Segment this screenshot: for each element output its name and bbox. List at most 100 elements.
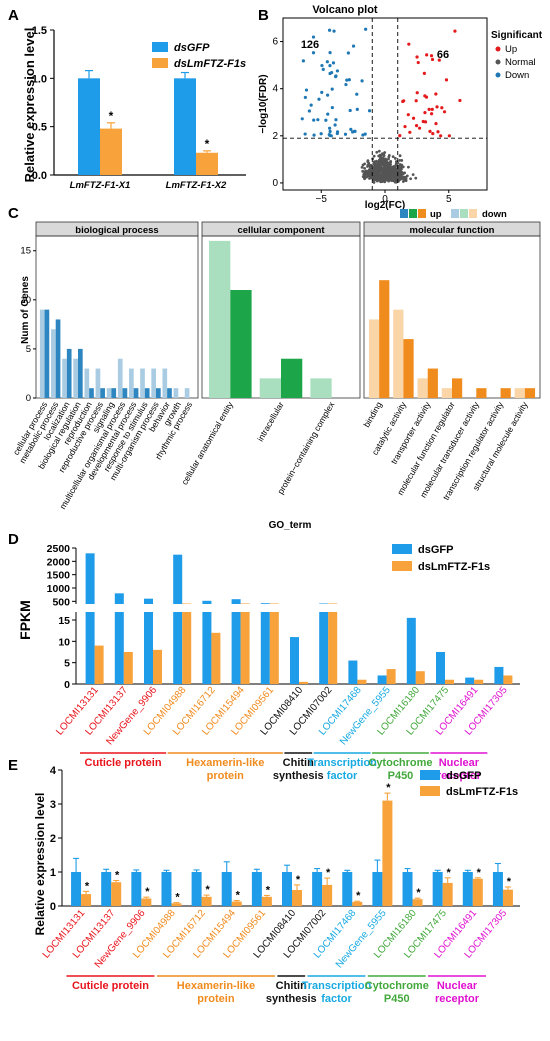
panel-d-ytick-label-lower: 15 <box>58 615 70 627</box>
panel-d-group-label: Cuticle protein <box>85 757 162 769</box>
panel-d-bar-upper-part <box>240 603 250 604</box>
panel-d-bar <box>123 652 133 684</box>
volcano-point-normal <box>398 154 402 158</box>
volcano-point-normal <box>360 165 364 169</box>
volcano-point-normal <box>387 155 391 159</box>
panel-a-significance: * <box>109 109 114 123</box>
panel-d-bar-lower-part <box>202 612 212 684</box>
volcano-point-up <box>414 124 419 128</box>
panel-e-bar <box>342 872 353 906</box>
volcano-point-up <box>440 106 444 110</box>
panel-e-group-label: Nuclear <box>437 980 478 992</box>
panel-e-bar <box>171 903 182 906</box>
volcano-point-down <box>316 118 320 122</box>
panel-d-bar <box>503 675 513 684</box>
panel-e-bar <box>101 872 112 906</box>
panel-e-bar <box>502 889 513 906</box>
volcano-point-up <box>435 105 439 109</box>
panel-d-group-label: Hexamerin-like <box>186 757 264 769</box>
panel-a-significance: * <box>205 137 210 151</box>
panel-e-significance: * <box>175 892 180 904</box>
panel-d-ytick-label-lower: 10 <box>58 636 70 648</box>
panel-d-bar <box>445 679 454 684</box>
volcano-point-normal <box>404 177 408 180</box>
volcano-point-up <box>447 134 451 138</box>
panel-b-ytick-label: 0 <box>272 178 278 189</box>
volcano-point-down <box>347 78 351 82</box>
volcano-point-up <box>423 111 427 115</box>
volcano-point-up <box>401 99 405 104</box>
volcano-point-normal <box>394 172 398 176</box>
volcano-point-down <box>326 112 330 116</box>
volcano-point-normal <box>405 174 409 178</box>
panel-d-bar <box>211 632 221 684</box>
volcano-point-up <box>408 130 412 134</box>
volcano-point-up <box>430 107 434 111</box>
panel-c-bar-down <box>106 388 112 398</box>
panel-c-term-label: binding <box>361 400 384 429</box>
volcano-point-up <box>403 125 407 129</box>
volcano-point-normal <box>392 177 396 181</box>
panel-b-legend-normal: Normal <box>505 57 536 68</box>
volcano-point-up <box>434 92 438 96</box>
volcano-point-normal <box>401 180 405 183</box>
volcano-point-normal <box>398 158 402 162</box>
panel-d-ytick-label-upper: 2500 <box>47 543 71 555</box>
volcano-point-down <box>352 129 357 133</box>
volcano-point-normal <box>403 171 407 175</box>
volcano-point-normal <box>376 160 380 164</box>
volcano-point-down <box>330 87 334 91</box>
volcano-point-normal <box>389 174 392 177</box>
panel-d-group-label: Chitin <box>283 757 314 769</box>
panel-a-ytick-label: 1.5 <box>32 25 47 37</box>
panel-e-bar <box>462 872 473 906</box>
panel-e-significance: * <box>507 876 512 888</box>
panel-d-group-label: factor <box>327 770 358 782</box>
volcano-point-normal <box>383 151 387 154</box>
panel-d-bar-lower-part <box>114 612 124 684</box>
panel-b-ytick-label: 6 <box>272 37 278 48</box>
volcano-point-up <box>444 78 449 82</box>
panel-a-legend-swatch-ftz <box>152 58 168 68</box>
volcano-point-down <box>367 109 372 113</box>
panel-c-bar-up <box>427 368 438 398</box>
panel-d-bar <box>299 681 308 684</box>
panel-e-group-label: receptor <box>435 993 480 1005</box>
volcano-point-normal <box>377 149 381 153</box>
panel-e-bar <box>131 872 142 906</box>
panel-a-bar <box>78 78 100 175</box>
volcano-point-down <box>349 127 353 131</box>
panel-c-bar-up <box>403 339 414 398</box>
panel-e-bar <box>201 896 212 906</box>
panel-c-ytick-label: 15 <box>20 246 31 257</box>
volcano-point-normal <box>375 164 379 168</box>
volcano-point-normal <box>366 159 370 163</box>
panel-e-bar <box>312 872 323 906</box>
panel-e-bar <box>251 872 262 906</box>
panel-a-legend-gfp: dsGFP <box>174 42 210 54</box>
volcano-point-down <box>301 59 305 63</box>
volcano-point-down <box>343 132 348 136</box>
panel-a-category-label: LmFTZ-F1-X2 <box>166 180 227 191</box>
panel-c-bar-up <box>452 378 463 398</box>
panel-e-bar <box>111 882 122 906</box>
panel-e-bar <box>372 872 383 906</box>
panel-d-ytick-label-upper: 1000 <box>47 583 71 595</box>
panel-d-bar-lower-part <box>182 612 192 684</box>
panel-e-group-label: P450 <box>384 993 410 1005</box>
panel-c-facet-title: molecular function <box>410 225 495 236</box>
panel-e-group-label: Hexamerin-like <box>177 980 255 992</box>
panel-c-bar-up <box>44 309 50 398</box>
volcano-point-up <box>422 71 426 75</box>
panel-b-legend-title: Significant <box>491 30 543 41</box>
panel-c-bar-down <box>209 240 231 398</box>
panel-e-ytick-label: 2 <box>50 833 56 845</box>
volcano-point-down <box>328 51 332 55</box>
volcano-point-normal <box>409 177 413 181</box>
panel-d-bar-upper-part <box>260 603 270 604</box>
volcano-point-up <box>423 94 427 98</box>
panel-c-legend-down-bp <box>451 209 459 218</box>
panel-d-bar <box>153 649 162 684</box>
panel-c-bar-down <box>310 378 332 398</box>
